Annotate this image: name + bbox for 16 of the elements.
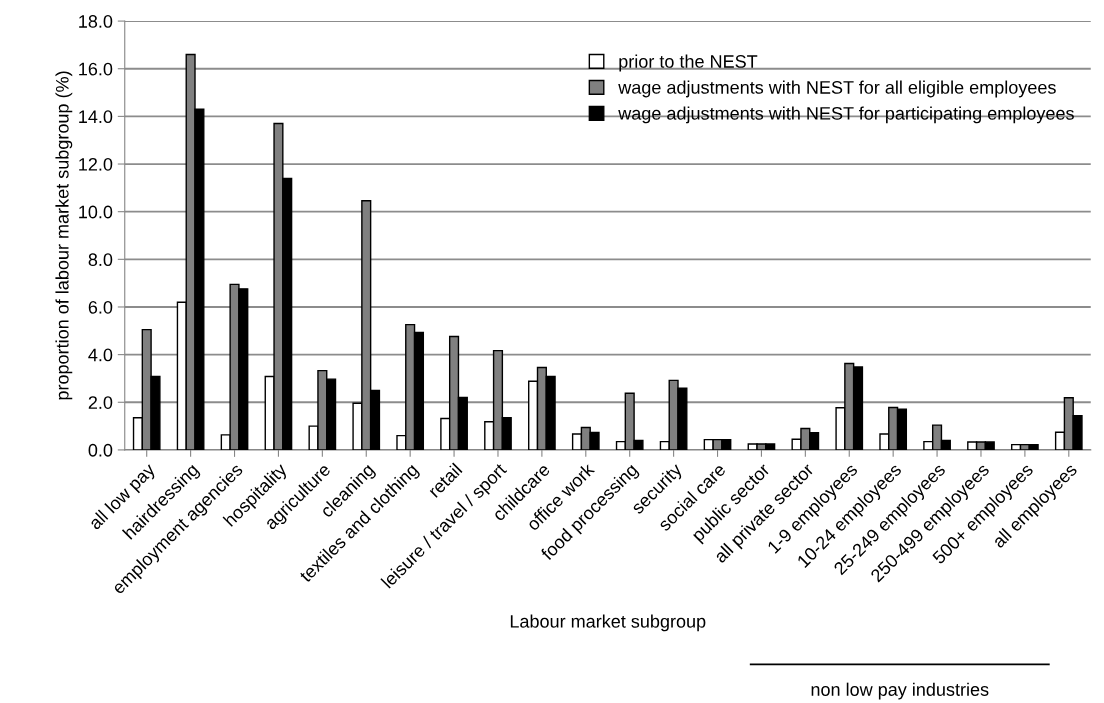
legend-label: wage adjustments with NEST for all eligible employees — [618, 80, 1056, 98]
y-tick-label: 4.0 — [88, 348, 113, 362]
y-axis-title: proportion of labour market subgroup (%) — [55, 71, 73, 400]
y-tick-label: 6.0 — [88, 300, 113, 314]
legend-label: prior to the NEST — [619, 54, 758, 72]
y-tick-label: 8.0 — [88, 253, 113, 267]
y-tick-label: 14.0 — [79, 110, 113, 124]
x-axis-title: Labour market subgroup — [510, 614, 706, 632]
y-tick-label: 10.0 — [79, 205, 113, 219]
y-tick-label: 18.0 — [79, 15, 113, 28]
y-tick-label: 0.0 — [88, 443, 113, 457]
text: non low pay industries — [811, 682, 989, 700]
y-tick-label: 16.0 — [79, 62, 113, 76]
y-tick-label: 12.0 — [79, 157, 113, 171]
legend-label: wage adjustments with NEST for participating employees — [618, 106, 1074, 124]
y-tick-label: 2.0 — [88, 396, 113, 409]
